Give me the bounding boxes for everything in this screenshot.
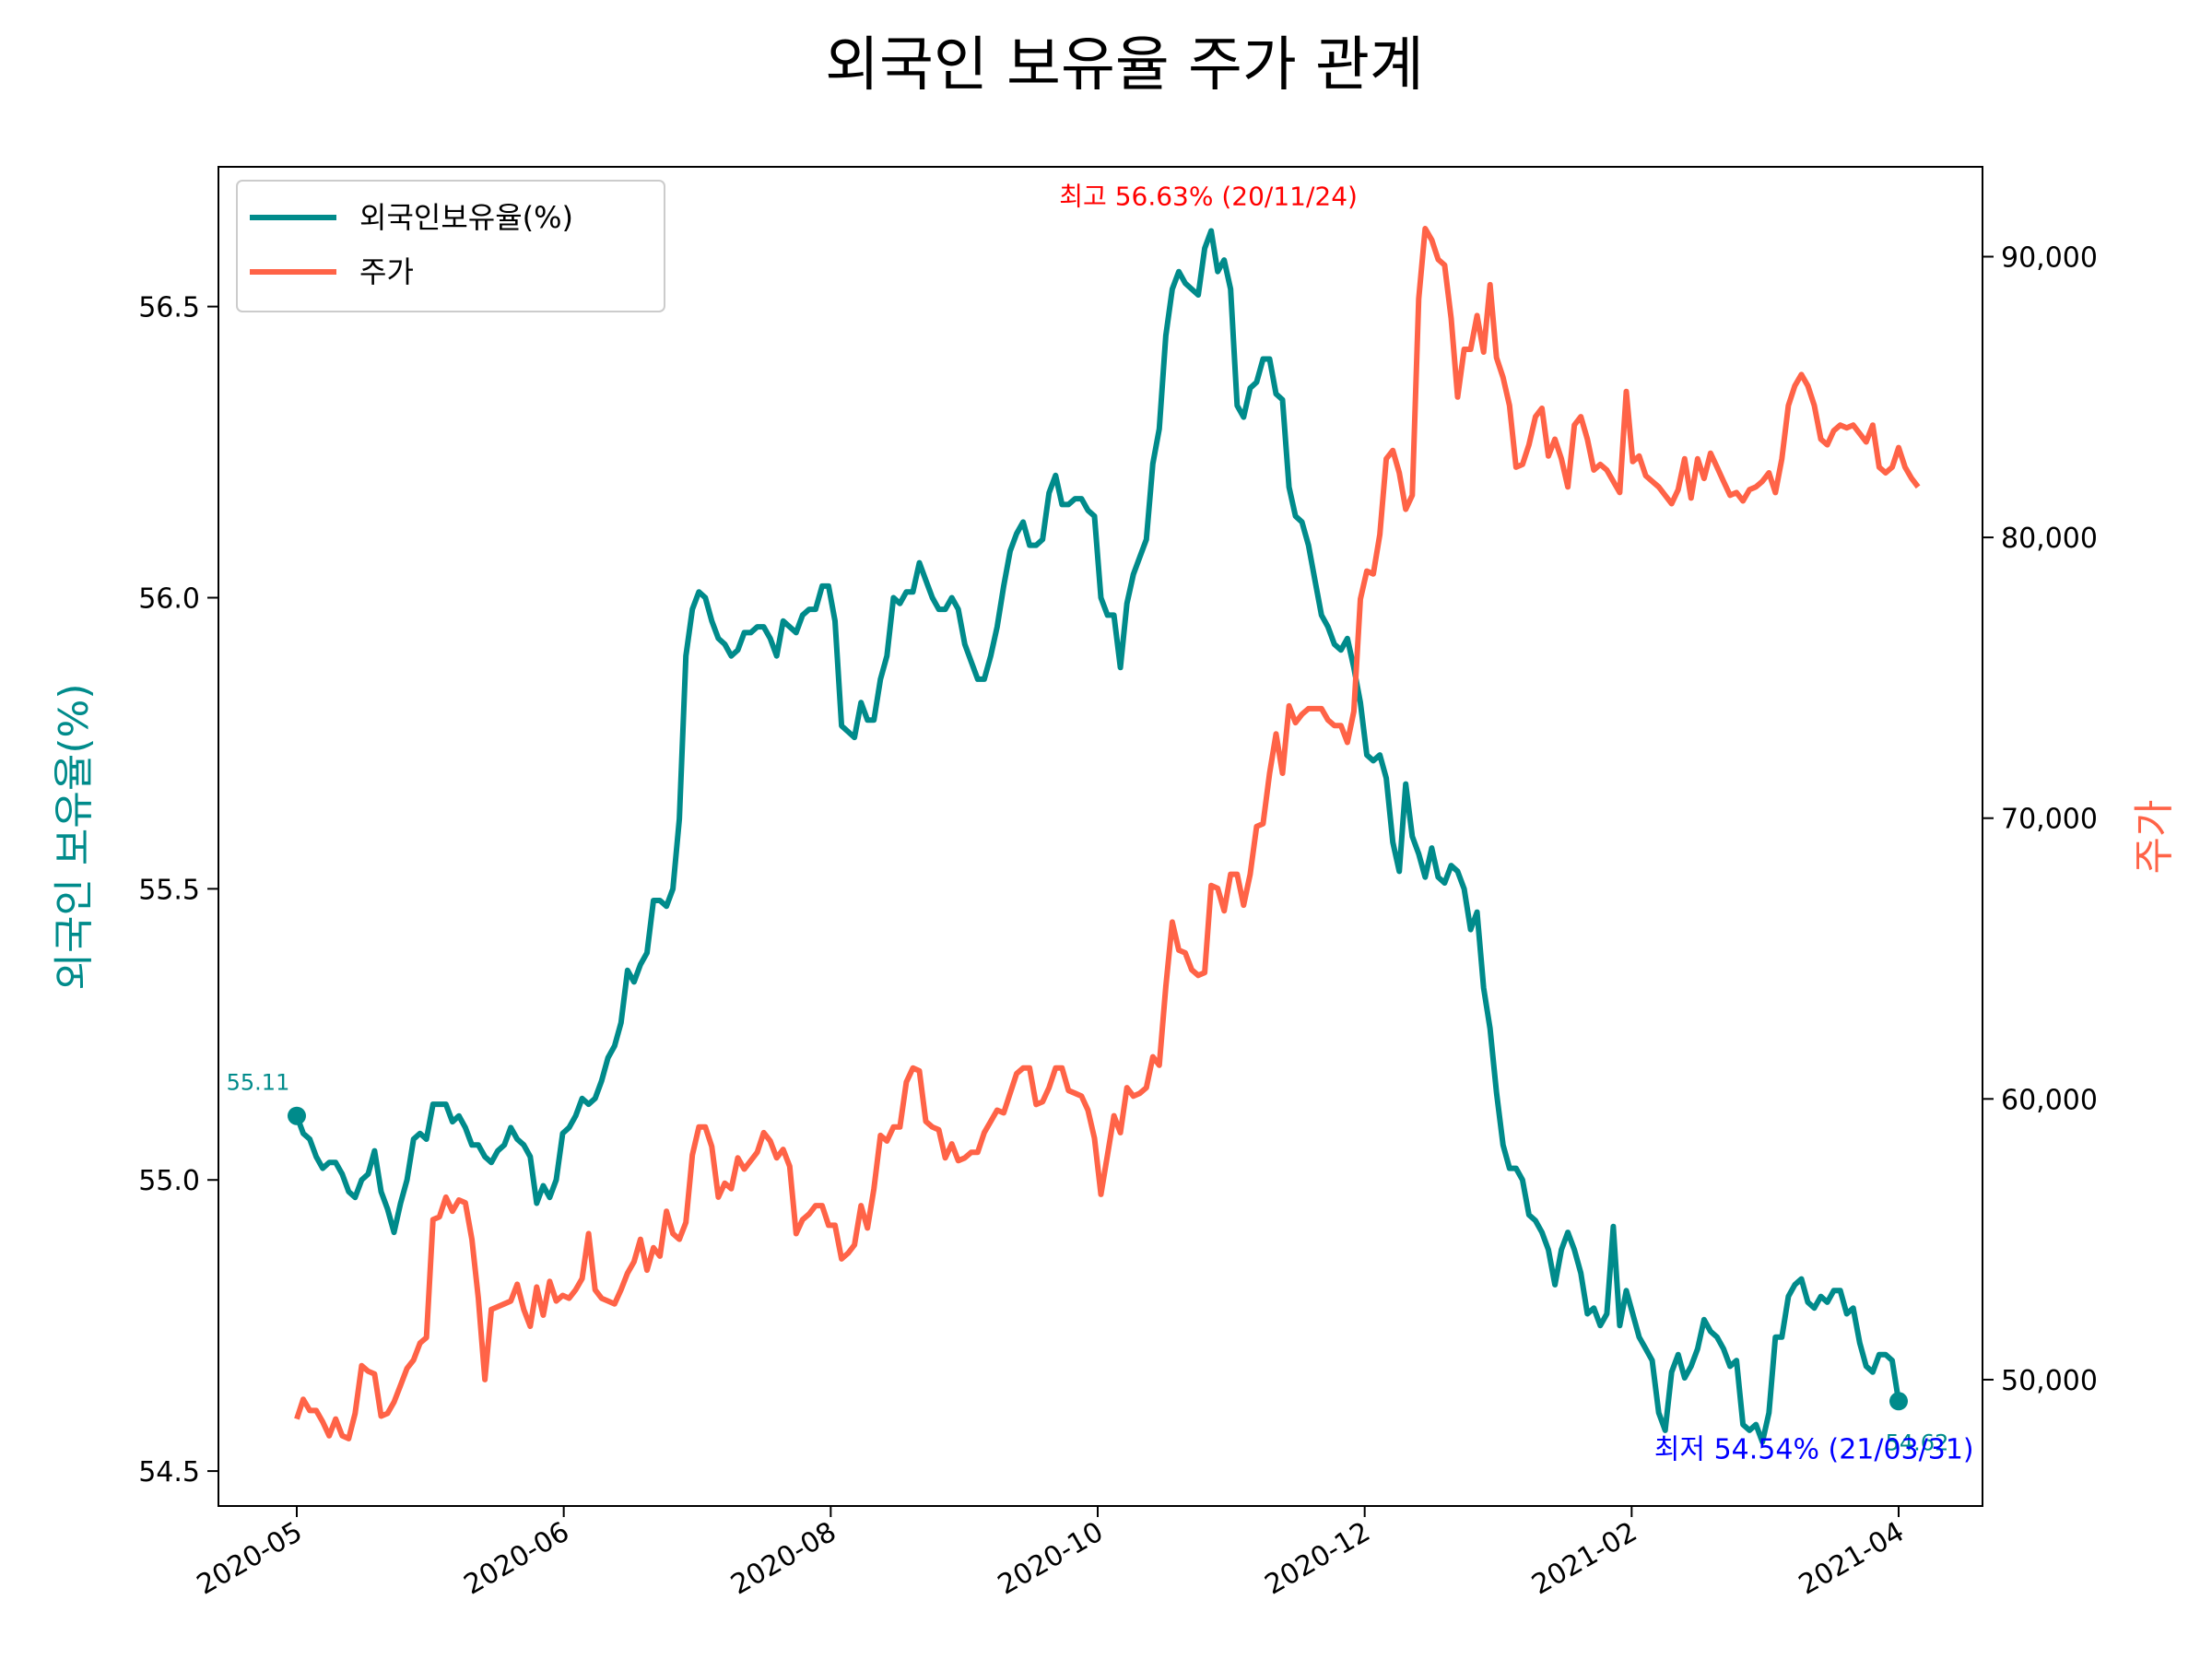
series-line-stock-price <box>294 226 1921 1441</box>
x-axis: 2020-05 2020-06 2020-08 2020-10 2020-12 2021-… <box>192 1506 1910 1602</box>
legend-box <box>236 180 665 312</box>
y-axis-left: 54.5 55.0 55.5 56.0 56.5 <box>138 292 218 1488</box>
y-left-tick-label: 55.5 <box>138 874 200 906</box>
y-left-tick-label: 56.5 <box>138 292 200 324</box>
plot-area <box>218 166 1983 1507</box>
y-right-tick-label: 90,000 <box>2001 241 2098 274</box>
end-point-marker <box>1889 1392 1908 1411</box>
end-value-label: 54.62 <box>1886 1430 1949 1455</box>
y-right-tick-label: 70,000 <box>2001 804 2098 836</box>
legend-label-price: 주가 <box>359 254 414 289</box>
x-tick-label: 2020-08 <box>725 1516 841 1602</box>
y-axis-left-label: 외국인 보유율(%) <box>51 683 98 990</box>
series-line-foreign-ownership <box>294 228 1901 1445</box>
y-right-tick-label: 60,000 <box>2001 1084 2098 1116</box>
start-point-marker <box>288 1106 306 1125</box>
start-value-label: 55.11 <box>227 1070 290 1096</box>
legend-label-foreign: 외국인보유율(%) <box>359 200 573 235</box>
x-tick-label: 2020-06 <box>459 1516 575 1602</box>
x-tick-label: 2020-12 <box>1260 1516 1376 1602</box>
y-axis-right: 50,000 60,000 70,000 80,000 90,000 <box>1983 241 2098 1397</box>
x-tick-label: 2021-04 <box>1794 1516 1910 1602</box>
legend: 외국인보유율(%) 주가 <box>236 180 665 312</box>
x-tick-label: 2021-02 <box>1526 1516 1642 1602</box>
y-right-tick-label: 80,000 <box>2001 523 2098 555</box>
x-tick-label: 2020-10 <box>993 1516 1109 1602</box>
y-right-tick-label: 50,000 <box>2001 1365 2098 1397</box>
x-tick-label: 2020-05 <box>192 1516 308 1602</box>
y-axis-right-label: 주가 <box>2131 800 2178 875</box>
annotation-max: 최고 56.63% (20/11/24) <box>1059 181 1358 211</box>
y-left-tick-label: 55.0 <box>138 1165 200 1197</box>
y-left-tick-label: 54.5 <box>138 1456 200 1488</box>
annotation-min: 최저 54.54% (21/03/31) <box>1654 1434 1974 1466</box>
chart-title: 외국인 보유율 주가 관계 <box>825 31 1424 100</box>
y-left-tick-label: 56.0 <box>138 582 200 615</box>
